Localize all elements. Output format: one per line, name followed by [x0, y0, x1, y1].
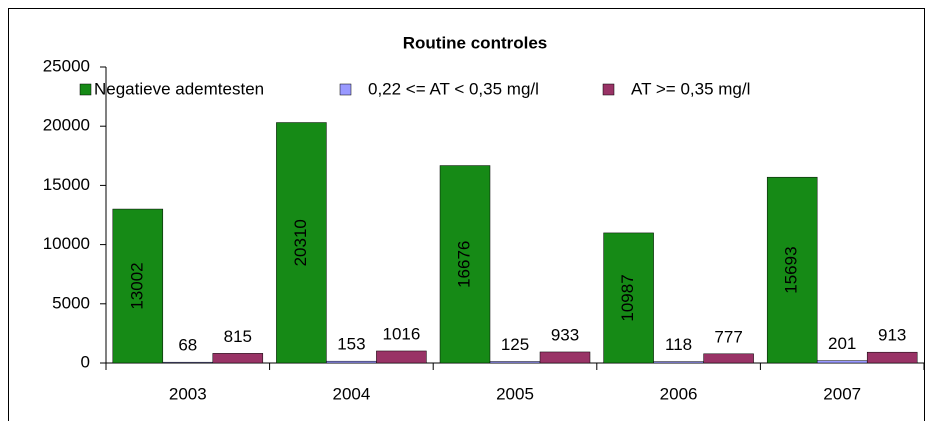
data-label: 153 — [337, 335, 365, 354]
bar — [866, 351, 918, 364]
legend-swatch — [602, 83, 615, 96]
bar — [653, 361, 704, 364]
bar — [489, 361, 541, 364]
bar — [539, 351, 591, 364]
data-label: 1016 — [382, 324, 420, 343]
bar — [276, 122, 327, 364]
data-label: 16676 — [454, 241, 473, 288]
bar — [766, 176, 818, 364]
bar — [703, 353, 754, 364]
x-tick-label: 2007 — [823, 384, 861, 403]
legend-label: 0,22 <= AT < 0,35 mg/l — [368, 79, 539, 98]
bar — [603, 232, 654, 364]
data-label: 201 — [828, 334, 856, 353]
bar — [816, 360, 868, 364]
y-tick-label: 10000 — [43, 234, 90, 253]
y-tick-label: 5000 — [52, 293, 90, 312]
legend-swatch — [79, 83, 92, 96]
y-tick-label: 0 — [81, 352, 90, 371]
data-label: 933 — [551, 325, 579, 344]
y-tick-label: 20000 — [43, 116, 90, 135]
data-label: 13002 — [127, 262, 146, 309]
bar — [326, 360, 377, 364]
legend-swatch — [339, 83, 352, 96]
x-tick-label: 2004 — [332, 384, 370, 403]
legend-label: Negatieve ademtesten — [94, 79, 264, 98]
bar — [162, 361, 214, 364]
y-tick-label: 25000 — [43, 56, 90, 75]
data-label: 68 — [178, 336, 197, 355]
data-label: 20310 — [291, 219, 310, 266]
bar — [439, 165, 491, 364]
x-tick-label: 2005 — [496, 384, 534, 403]
data-label: 125 — [501, 335, 529, 354]
x-tick-label: 2003 — [169, 384, 207, 403]
legend-label: AT >= 0,35 mg/l — [631, 79, 750, 98]
data-label: 15693 — [782, 246, 801, 293]
bar — [376, 350, 427, 364]
data-label: 777 — [714, 327, 742, 346]
chart-title: Routine controles — [403, 33, 548, 52]
data-label: 815 — [224, 327, 252, 346]
data-label: 118 — [665, 335, 692, 354]
bar — [212, 353, 264, 364]
data-label: 913 — [878, 326, 906, 345]
x-tick-label: 2006 — [660, 384, 698, 403]
bar — [112, 208, 164, 364]
y-tick-label: 15000 — [43, 175, 90, 194]
data-label: 10987 — [618, 274, 637, 321]
